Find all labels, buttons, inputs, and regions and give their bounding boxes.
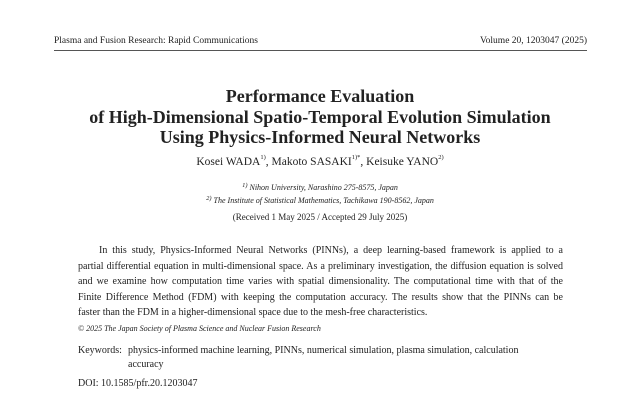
abstract-line: and we examine how computation time vari… bbox=[78, 276, 563, 287]
author-name: Kosei WADA bbox=[196, 156, 261, 168]
author-affil: 2) bbox=[438, 154, 444, 161]
affiliation: 2) The Institute of Statistical Mathemat… bbox=[0, 195, 640, 206]
affil-text: The Institute of Statistical Mathematics… bbox=[213, 196, 434, 205]
abstract: In this study, Physics-Informed Neural N… bbox=[78, 243, 563, 321]
abstract-line: Finite Difference Method (FDM) with keep… bbox=[78, 291, 563, 303]
author-affil: 1) bbox=[260, 154, 266, 161]
affil-marker: 1) bbox=[242, 182, 248, 189]
author-name: Keisuke YANO bbox=[366, 156, 439, 168]
author-list: Kosei WADA1), Makoto SASAKI1)*, Keisuke … bbox=[0, 154, 640, 169]
affil-marker: 2) bbox=[206, 195, 212, 202]
abstract-line: faster than the FDM in a higher-dimensio… bbox=[78, 307, 428, 318]
title-line: of High-Dimensional Spatio-Temporal Evol… bbox=[89, 106, 551, 127]
affiliation: 1) Nihon University, Narashino 275-8575,… bbox=[0, 182, 640, 193]
abstract-line: In this study, Physics-Informed Neural N… bbox=[99, 245, 563, 256]
volume-info: Volume 20, 1203047 (2025) bbox=[480, 36, 587, 46]
received-dates: (Received 1 May 2025 / Accepted 29 July … bbox=[232, 212, 408, 222]
copyright: © 2025 The Japan Society of Plasma Scien… bbox=[78, 324, 321, 333]
affil-text: Nihon University, Narashino 275-8575, Ja… bbox=[249, 183, 398, 192]
separator: , bbox=[265, 156, 272, 168]
paper-title: Performance Evaluation of High-Dimension… bbox=[0, 86, 640, 148]
separator: , bbox=[360, 156, 367, 168]
author-name: Makoto SASAKI bbox=[271, 156, 352, 168]
title-line: Using Physics-Informed Neural Networks bbox=[159, 127, 481, 147]
header-rule bbox=[54, 50, 587, 51]
keywords-line: physics-informed machine learning, PINNs… bbox=[128, 345, 519, 356]
title-line: Performance Evaluation bbox=[225, 86, 415, 106]
keywords-line: accuracy bbox=[128, 359, 164, 370]
keywords: Keywords: physics-informed machine learn… bbox=[78, 344, 578, 372]
doi[interactable]: DOI: 10.1585/pfr.20.1203047 bbox=[78, 378, 198, 389]
keywords-label: Keywords: bbox=[78, 345, 122, 356]
abstract-line: partial differential equation in multi-d… bbox=[78, 260, 563, 272]
author-affil: 1)* bbox=[351, 154, 361, 161]
journal-name: Plasma and Fusion Research: Rapid Commun… bbox=[54, 36, 258, 46]
